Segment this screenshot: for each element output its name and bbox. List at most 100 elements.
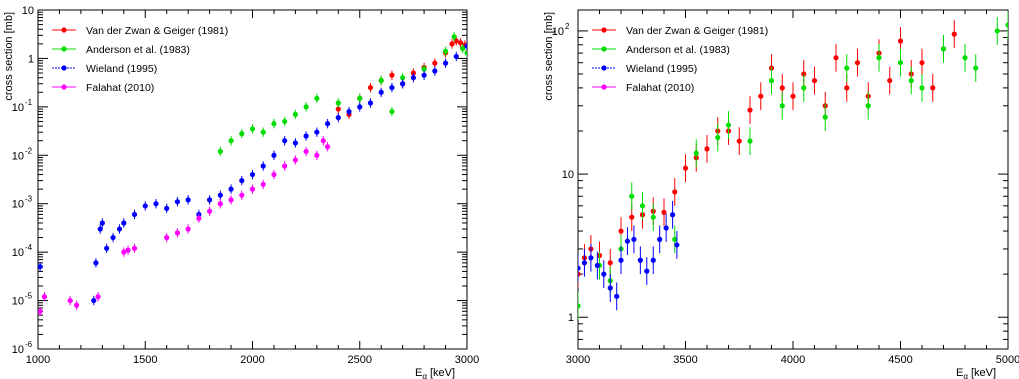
data-point [747,138,753,144]
data-point [715,134,721,141]
data-point [357,104,363,110]
data-point [282,138,288,144]
data-point [239,192,245,198]
data-point [449,41,455,47]
x-tick-label: 3500 [673,354,697,366]
data-point [217,192,223,198]
data-point [790,93,796,99]
data-point [940,46,947,52]
data-point [314,95,320,101]
data-point [389,84,395,91]
data-point [672,189,678,195]
data-point [779,85,785,91]
data-point [887,77,893,84]
data-point [994,28,1000,34]
data-point [464,50,467,56]
data-point [822,114,828,120]
data-point [704,146,710,152]
data-point [876,55,882,61]
data-point [453,53,459,60]
data-point [378,89,384,95]
data-point [629,193,635,199]
y-axis-title: cross section [mb] [543,12,555,101]
data-point [624,238,631,244]
x-tick-label: 1000 [26,354,50,366]
legend-marker [601,46,607,52]
data-point [639,203,646,209]
x-tick-label: 3000 [566,354,590,366]
data-point [282,163,288,169]
data-point [758,93,764,99]
data-point [644,268,650,274]
data-point [618,257,624,263]
data-point [303,133,309,139]
data-point [346,108,352,115]
data-point [207,197,213,203]
data-point [432,68,438,74]
series-4 [38,136,331,317]
data-point [607,285,613,291]
legend-label: Van der Zwan & Geiger (1981) [86,25,228,37]
data-point [324,121,331,127]
x-axis-title: Eα [keV] [956,367,996,379]
legend-label: Wieland (1995) [626,63,697,75]
data-point [747,107,753,113]
data-point [367,100,374,106]
data-point [442,48,449,54]
x-tick-label: 2500 [348,354,372,366]
data-point [919,60,925,66]
x-tick-label: 5000 [996,354,1019,366]
data-point [661,209,667,215]
data-point [451,34,457,40]
data-point [164,205,170,212]
plot-frame [37,9,468,350]
y-tick-label: 10 [12,150,24,162]
data-point [74,302,80,308]
data-point [779,103,785,109]
y-tick-label: 10 [562,169,574,181]
x-tick-label: 4000 [781,354,805,366]
x-axis-title-unit: [keV] [430,367,455,379]
data-area [38,32,467,317]
data-point [260,181,266,188]
data-point [164,234,170,241]
legend-marker [601,84,607,90]
data-point [962,55,968,61]
data-point [768,77,775,84]
data-point [442,60,449,66]
data-point [303,148,309,155]
data-point [335,115,341,121]
data-point [110,234,116,241]
data-point [670,212,676,218]
data-point [897,38,904,44]
x-axis-title-main: E [956,367,963,379]
data-point [432,60,438,66]
data-point [228,186,234,192]
data-point [453,38,459,44]
legend-marker [601,65,607,71]
legend: Van der Zwan & Geiger (1981) Anderson et … [52,25,228,94]
y-tick-label: 10 [12,344,24,356]
data-point [131,211,138,218]
x-axis-title-subscript: α [963,372,968,379]
x-tick-label: 3000 [455,354,479,366]
legend-marker [61,46,67,52]
data-point [389,72,395,78]
data-point [97,226,103,232]
data-point [260,163,266,169]
x-axis-title: Eα [keV] [415,367,455,379]
data-point [1005,22,1008,28]
data-point [410,75,416,81]
data-point [292,157,298,163]
data-point [844,85,850,91]
data-point [693,150,699,156]
legend-label: Wieland (1995) [86,63,157,75]
data-point [897,60,904,66]
data-point [271,171,277,178]
legend-marker [61,27,67,33]
legend-marker [61,84,67,90]
data-point [249,126,256,132]
data-point [95,294,101,300]
